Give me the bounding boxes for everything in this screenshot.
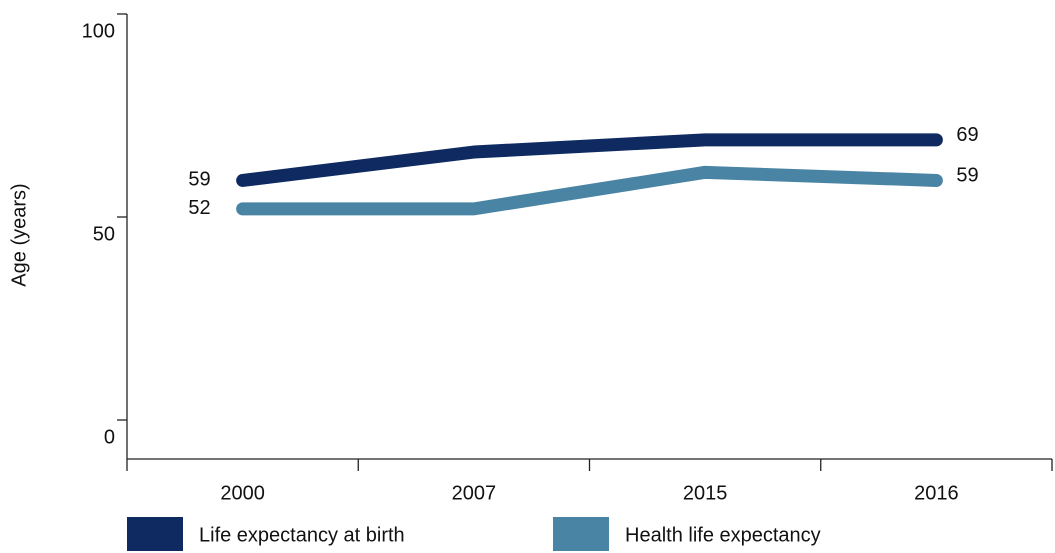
line-series <box>236 133 943 187</box>
y-axis-label: Age (years) <box>8 183 30 286</box>
data-label: 69 <box>956 124 978 146</box>
legend-swatch <box>553 517 609 551</box>
x-tick-label: 2015 <box>683 482 728 504</box>
data-label: 59 <box>956 165 978 187</box>
x-tick-label: 2007 <box>452 482 497 504</box>
legend-swatch <box>127 517 183 551</box>
y-tick-label: 50 <box>93 223 115 245</box>
y-tick-label: 100 <box>82 20 115 42</box>
legend-label: Health life expectancy <box>625 524 821 546</box>
line-series <box>236 165 943 216</box>
x-tick-label: 2016 <box>914 482 959 504</box>
data-label: 52 <box>188 197 210 219</box>
y-tick-label: 0 <box>104 426 115 448</box>
x-tick-label: 2000 <box>220 482 265 504</box>
legend-label: Life expectancy at birth <box>199 524 405 546</box>
data-label: 59 <box>188 169 210 191</box>
